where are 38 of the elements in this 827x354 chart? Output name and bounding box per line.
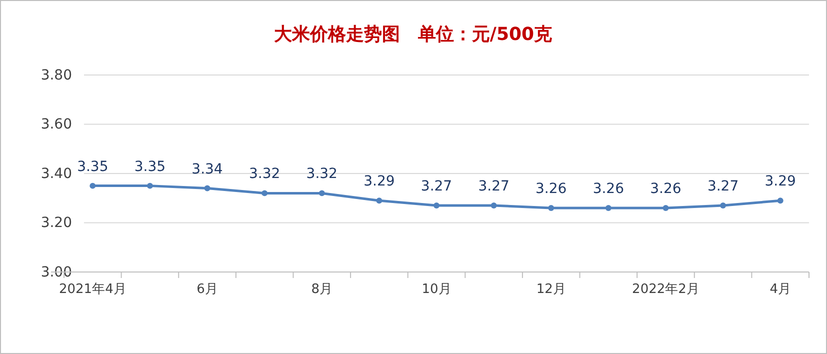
data-label: 3.29: [764, 174, 796, 190]
data-label: 3.32: [248, 166, 280, 182]
data-label: 3.35: [134, 158, 166, 175]
x-tick-label: 10月: [422, 282, 452, 298]
data-label: 3.32: [306, 166, 338, 182]
point: [548, 204, 554, 211]
data-label: 3.35: [77, 158, 108, 175]
x-tick-label: 6月: [196, 282, 218, 298]
point: [262, 190, 268, 196]
point: [490, 202, 497, 208]
data-label: 3.29: [364, 174, 395, 190]
x-tick-label: 2021年4月: [58, 282, 126, 298]
point: [90, 182, 96, 189]
data-label: 3.26: [536, 180, 567, 197]
data-label: 3.34: [192, 161, 223, 178]
x-tick-label: 12月: [536, 282, 566, 298]
point: [146, 182, 153, 189]
point: [204, 185, 210, 192]
x-tick-label: 4月: [770, 282, 791, 298]
y-tick-label: 3.20: [40, 215, 72, 232]
data-label: 3.26: [592, 180, 624, 197]
data-label: 3.27: [420, 178, 452, 195]
x-tick-label: 8月: [311, 282, 333, 298]
point: [777, 198, 784, 204]
y-tick-label: 3.80: [40, 67, 72, 84]
y-tick-label: 3.40: [40, 166, 72, 182]
point: [434, 202, 440, 208]
x-tick-label: 2022年2月: [632, 282, 700, 298]
point: [318, 190, 325, 196]
point: [662, 204, 669, 211]
point: [376, 198, 382, 204]
chart-title: 大米价格走势图 单位：元/500克: [272, 24, 552, 45]
data-label: 3.27: [707, 178, 739, 195]
point: [605, 204, 612, 211]
data-label: 3.27: [478, 178, 510, 195]
data-label: 3.26: [650, 180, 682, 197]
y-tick-label: 3.60: [40, 116, 72, 133]
point: [720, 202, 726, 208]
